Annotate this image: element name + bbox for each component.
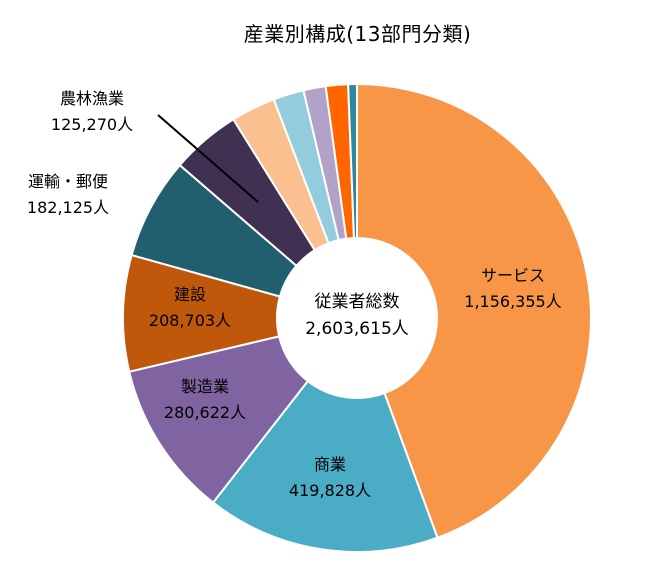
- center-label: 従業者総数: [315, 292, 400, 312]
- slice-value-3: 208,703人: [149, 311, 231, 330]
- slice-value-5: 125,270人: [51, 115, 133, 134]
- donut-hole: [277, 238, 437, 398]
- slice-value-0: 1,156,355人: [464, 292, 561, 311]
- slice-label-1: 商業: [314, 455, 346, 474]
- slice-label-0: サービス: [481, 266, 545, 285]
- slice-value-1: 419,828人: [289, 481, 371, 500]
- slice-label-5: 農林漁業: [60, 89, 124, 108]
- slice-value-2: 280,622人: [164, 403, 246, 422]
- slice-label-3: 建設: [174, 285, 206, 304]
- agriculture-leader-line: [157, 114, 259, 203]
- chart-title: 産業別構成(13部門分類): [243, 22, 472, 46]
- slice-label-4: 運輸・郵便: [28, 172, 108, 191]
- slice-label-2: 製造業: [181, 377, 229, 396]
- center-value: 2,603,615人: [305, 319, 409, 339]
- slice-value-4: 182,125人: [27, 198, 109, 217]
